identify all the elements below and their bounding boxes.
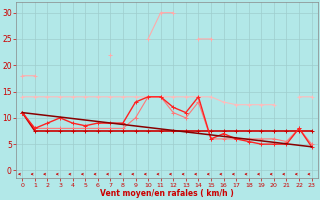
X-axis label: Vent moyen/en rafales ( km/h ): Vent moyen/en rafales ( km/h ) <box>100 189 234 198</box>
